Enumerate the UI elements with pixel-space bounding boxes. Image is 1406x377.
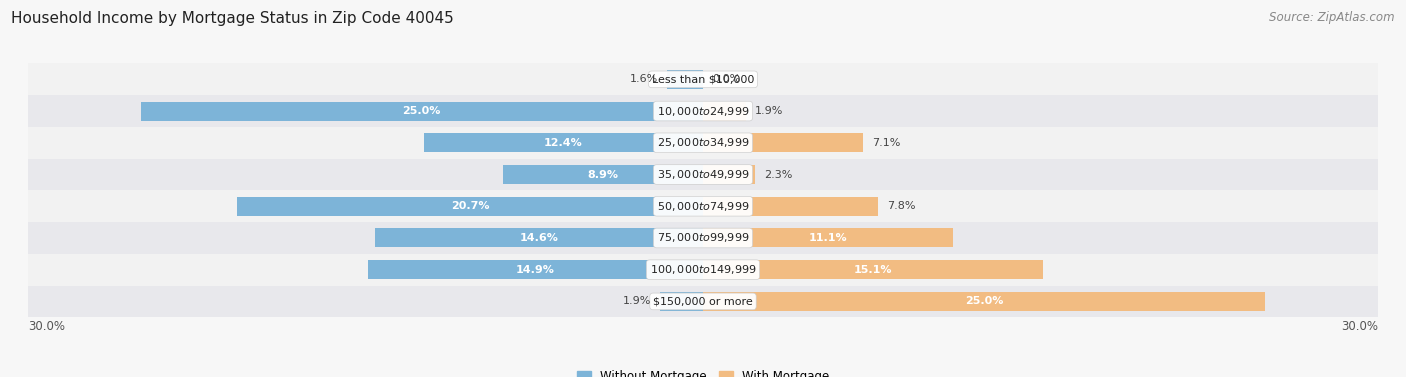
Bar — [28, 222, 1378, 254]
Bar — [666, 70, 703, 89]
Bar — [238, 197, 703, 216]
Bar — [374, 228, 703, 247]
Text: 25.0%: 25.0% — [965, 296, 1004, 307]
Bar — [703, 197, 879, 216]
Text: 20.7%: 20.7% — [451, 201, 489, 211]
Bar — [28, 190, 1378, 222]
Text: 1.6%: 1.6% — [630, 74, 658, 84]
Text: Household Income by Mortgage Status in Zip Code 40045: Household Income by Mortgage Status in Z… — [11, 11, 454, 26]
Bar — [368, 260, 703, 279]
Bar — [503, 165, 703, 184]
Text: Less than $10,000: Less than $10,000 — [652, 74, 754, 84]
Text: $100,000 to $149,999: $100,000 to $149,999 — [650, 263, 756, 276]
Bar — [28, 63, 1378, 95]
Bar — [28, 95, 1378, 127]
Bar — [28, 254, 1378, 285]
Bar — [425, 133, 703, 152]
Text: 7.1%: 7.1% — [872, 138, 900, 148]
Text: 1.9%: 1.9% — [623, 296, 651, 307]
Text: $150,000 or more: $150,000 or more — [654, 296, 752, 307]
Bar — [703, 165, 755, 184]
Text: 12.4%: 12.4% — [544, 138, 583, 148]
Bar — [28, 127, 1378, 159]
Text: 14.9%: 14.9% — [516, 265, 555, 275]
Text: 2.3%: 2.3% — [763, 170, 792, 179]
Bar — [28, 285, 1378, 317]
Text: 14.6%: 14.6% — [519, 233, 558, 243]
Legend: Without Mortgage, With Mortgage: Without Mortgage, With Mortgage — [572, 365, 834, 377]
Text: $75,000 to $99,999: $75,000 to $99,999 — [657, 231, 749, 244]
Text: 1.9%: 1.9% — [755, 106, 783, 116]
Bar — [661, 292, 703, 311]
Text: $10,000 to $24,999: $10,000 to $24,999 — [657, 104, 749, 118]
Text: $35,000 to $49,999: $35,000 to $49,999 — [657, 168, 749, 181]
Bar — [703, 101, 745, 121]
Bar — [703, 133, 863, 152]
Bar — [703, 292, 1265, 311]
Text: 30.0%: 30.0% — [28, 320, 65, 333]
Text: Source: ZipAtlas.com: Source: ZipAtlas.com — [1270, 11, 1395, 24]
Text: $25,000 to $34,999: $25,000 to $34,999 — [657, 136, 749, 149]
Bar — [703, 260, 1043, 279]
Text: 15.1%: 15.1% — [853, 265, 891, 275]
Bar — [28, 159, 1378, 190]
Bar — [141, 101, 703, 121]
Text: 30.0%: 30.0% — [1341, 320, 1378, 333]
Text: 0.0%: 0.0% — [711, 74, 740, 84]
Text: 7.8%: 7.8% — [887, 201, 915, 211]
Bar — [703, 228, 953, 247]
Text: $50,000 to $74,999: $50,000 to $74,999 — [657, 200, 749, 213]
Text: 11.1%: 11.1% — [808, 233, 848, 243]
Text: 8.9%: 8.9% — [588, 170, 619, 179]
Text: 25.0%: 25.0% — [402, 106, 441, 116]
